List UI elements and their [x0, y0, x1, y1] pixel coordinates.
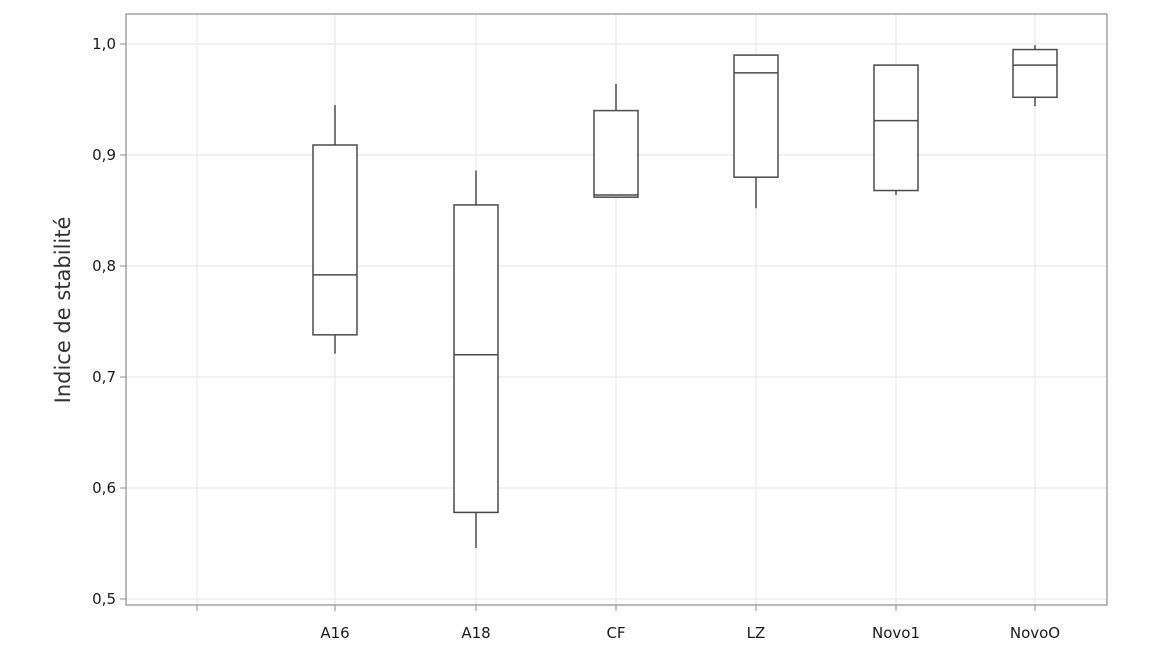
y-tick-label: 0,8	[92, 257, 116, 275]
y-tick-label: 0,7	[92, 368, 116, 386]
box-iqr	[873, 64, 919, 192]
x-tick-label: CF	[606, 624, 625, 642]
box-a16	[312, 105, 358, 354]
box-iqr	[733, 54, 779, 178]
box-novoo	[1012, 45, 1058, 107]
y-tick-label: 1,0	[92, 35, 116, 53]
box-lz	[733, 54, 779, 209]
y-tick-label: 0,6	[92, 479, 116, 497]
x-tick-label: Novo1	[872, 624, 920, 642]
y-tick-label: 0,5	[92, 590, 116, 608]
y-axis-label: Indice de stabilité	[51, 217, 75, 404]
x-tick-label: A16	[320, 624, 349, 642]
y-tick-label: 0,9	[92, 146, 116, 164]
box-iqr	[593, 109, 639, 198]
box-cf	[593, 83, 639, 198]
box-iqr	[1012, 48, 1058, 99]
box-iqr	[312, 144, 358, 336]
box-a18	[453, 170, 499, 548]
box-novo1	[873, 64, 919, 195]
box-iqr	[453, 204, 499, 514]
box-layer	[312, 45, 1058, 548]
x-tick-label: LZ	[747, 624, 766, 642]
x-tick-label: NovoO	[1010, 624, 1060, 642]
tick-layer: 0,5 0,6 0,7 0,8 0,9 1,0 A16 A18 CF LZ Novo1 NovoO	[92, 35, 1060, 642]
x-tick-label: A18	[461, 624, 490, 642]
